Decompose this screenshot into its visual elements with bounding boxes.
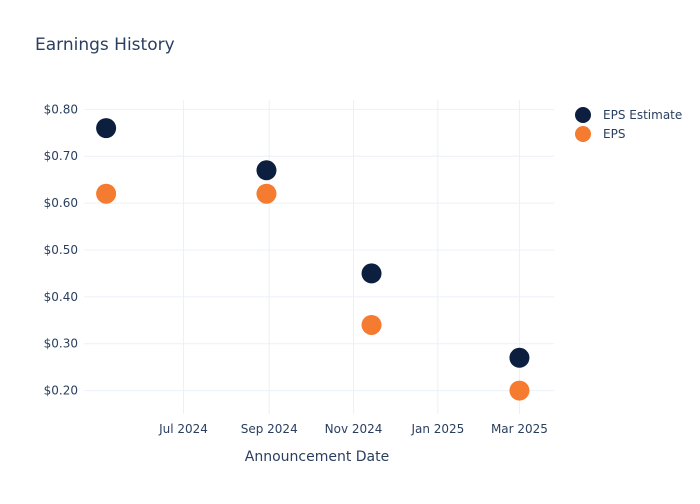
y-tick-label: $0.40 — [44, 290, 78, 304]
x-tick-label: Sep 2024 — [241, 422, 298, 436]
x-tick-label: Mar 2025 — [491, 422, 548, 436]
eps-estimate-point[interactable] — [509, 347, 530, 368]
legend-label[interactable]: EPS — [603, 127, 625, 141]
eps-point[interactable] — [361, 314, 382, 335]
y-tick-label: $0.50 — [44, 243, 78, 257]
eps-estimate-point[interactable] — [361, 263, 382, 284]
grid-layer — [84, 100, 554, 414]
eps-point[interactable] — [96, 183, 117, 204]
legend: EPS Estimate EPS — [575, 107, 682, 142]
eps-point[interactable] — [509, 380, 530, 401]
legend-marker[interactable] — [575, 126, 591, 142]
y-tick-label: $0.70 — [44, 149, 78, 163]
chart-title: Earnings History — [35, 35, 175, 55]
eps-point[interactable] — [256, 183, 277, 204]
y-tick-label: $0.60 — [44, 196, 78, 210]
legend-label[interactable]: EPS Estimate — [603, 108, 682, 122]
y-tick-label: $0.80 — [44, 102, 78, 116]
eps-estimate-point[interactable] — [96, 118, 117, 139]
x-tick-label: Jan 2025 — [410, 422, 464, 436]
x-tick-label: Nov 2024 — [325, 422, 383, 436]
y-tick-label: $0.20 — [44, 384, 78, 398]
x-axis-ticks: Jul 2024 Sep 2024 Nov 2024 Jan 2025 Mar 2025 — [158, 422, 548, 436]
data-points — [96, 118, 530, 401]
x-axis-title: Announcement Date — [245, 449, 389, 465]
y-tick-label: $0.30 — [44, 337, 78, 351]
x-tick-label: Jul 2024 — [158, 422, 208, 436]
legend-marker[interactable] — [575, 107, 591, 123]
y-axis-ticks: $0.20 $0.30 $0.40 $0.50 $0.60 $0.70 $0.80 — [44, 102, 78, 397]
eps-estimate-point[interactable] — [256, 160, 277, 181]
